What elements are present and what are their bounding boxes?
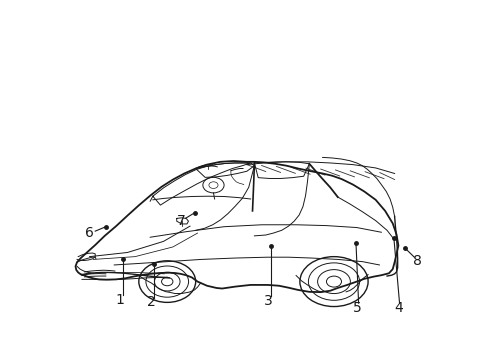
Text: 2: 2 — [147, 296, 155, 309]
Text: 3: 3 — [264, 294, 273, 308]
Text: 5: 5 — [352, 301, 361, 315]
Text: 7: 7 — [177, 213, 185, 228]
Text: 6: 6 — [85, 226, 94, 240]
Text: 1: 1 — [115, 293, 124, 307]
Text: 8: 8 — [412, 254, 421, 268]
Text: 4: 4 — [393, 301, 402, 315]
